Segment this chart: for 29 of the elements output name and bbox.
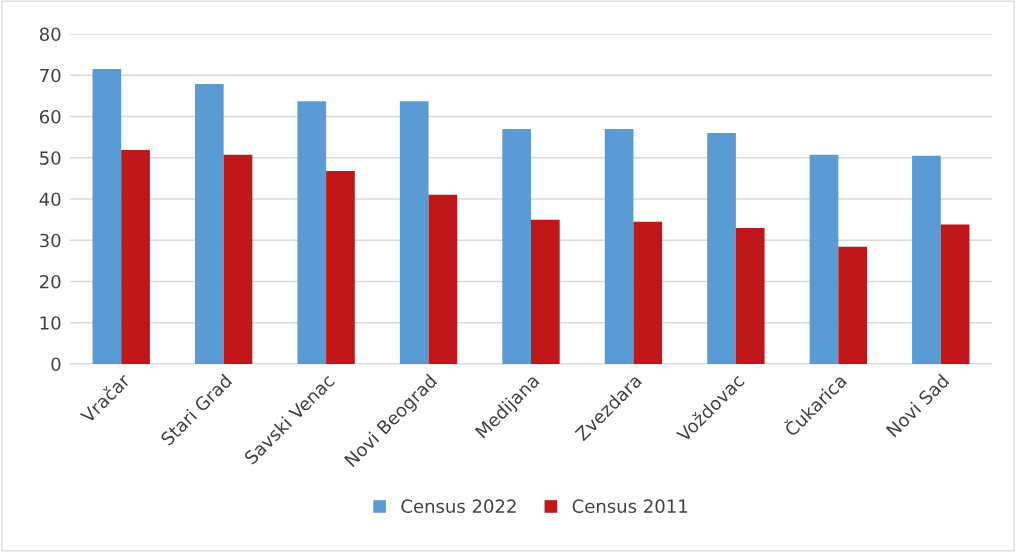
y-tick-label: 40: [39, 192, 61, 207]
y-tick-label: 20: [40, 274, 61, 289]
bar: [809, 154, 839, 364]
bar: [633, 221, 663, 364]
bar: [735, 227, 765, 364]
bar: [912, 155, 941, 364]
y-tick-label: 30: [40, 233, 61, 248]
bar: [194, 83, 224, 364]
bar: [940, 224, 970, 364]
bar: [297, 101, 327, 364]
bar: [92, 69, 122, 364]
bar: [604, 128, 634, 364]
y-tick-label: 60: [39, 109, 61, 124]
bar: [223, 154, 253, 364]
bar: [707, 133, 736, 364]
y-tick-label: 0: [51, 357, 61, 372]
bar: [399, 101, 429, 364]
bar: [121, 149, 150, 364]
legend-label: Census 2011: [572, 499, 688, 514]
bar: [531, 219, 560, 364]
y-tick-label: 80: [39, 27, 61, 42]
bar: [838, 246, 868, 364]
bar: [428, 194, 458, 364]
bar: [502, 128, 531, 364]
legend-label: Census 2022: [401, 499, 516, 514]
bar: [326, 170, 355, 364]
y-tick-label: 70: [40, 68, 61, 83]
y-tick-label: 10: [40, 316, 61, 330]
y-tick-label: 50: [40, 151, 61, 165]
